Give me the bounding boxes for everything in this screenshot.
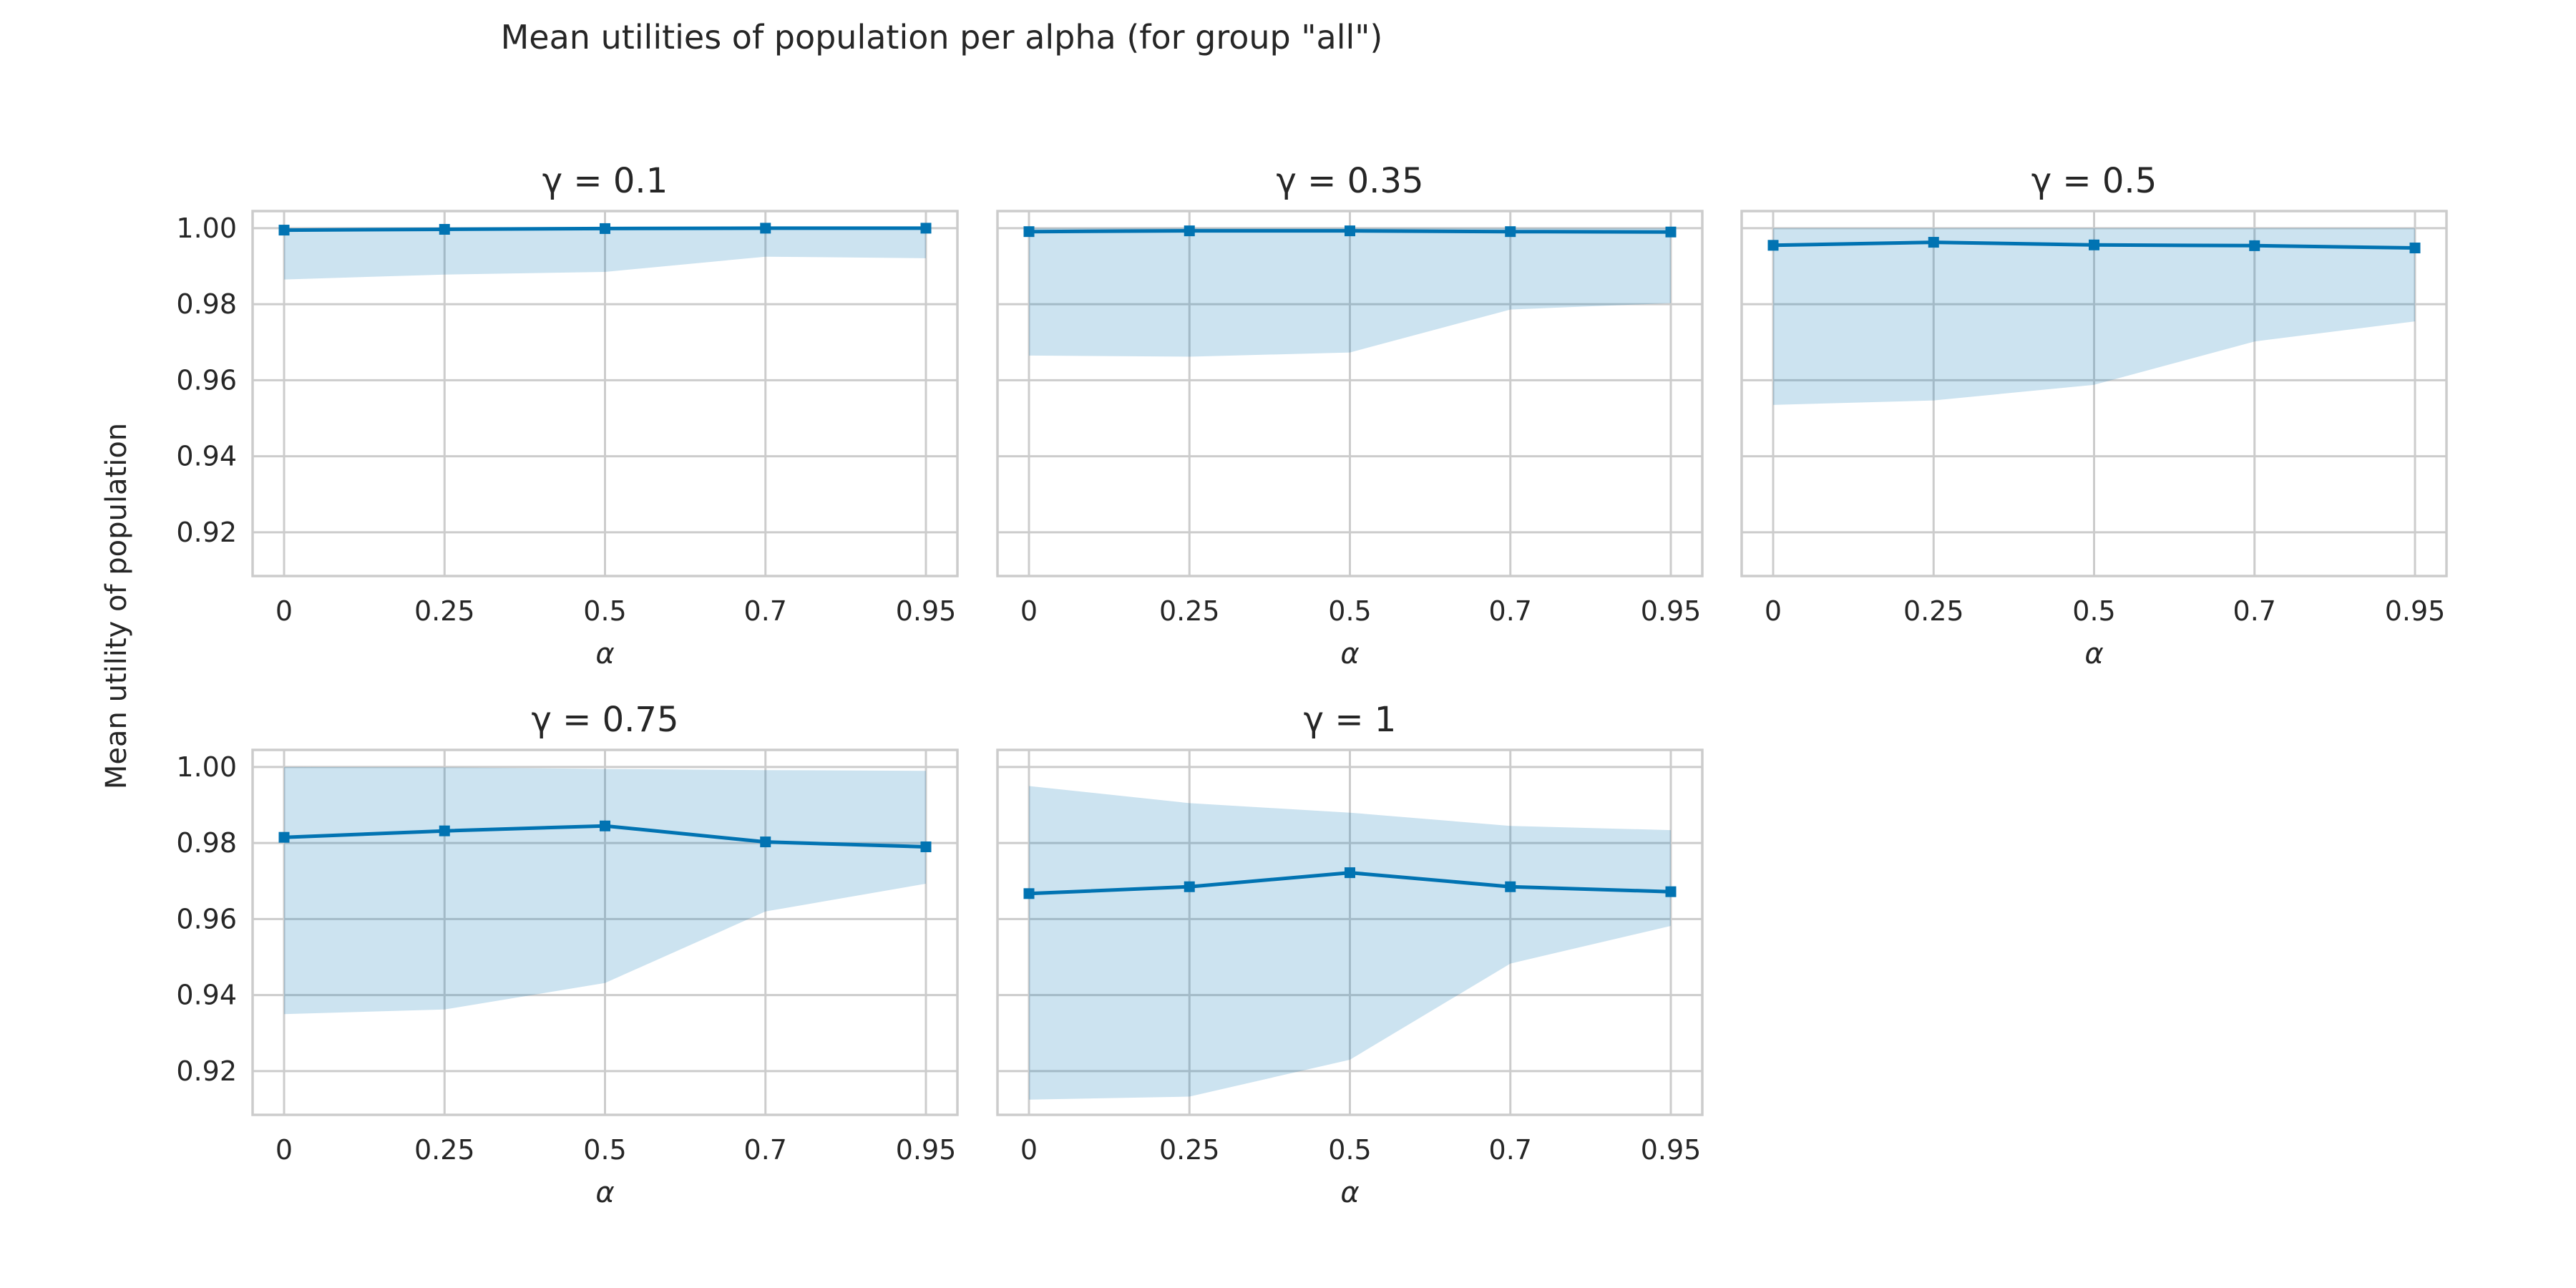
data-point (1023, 888, 1035, 899)
subplot-panel-3: γ = 0.5 0 0.25 0.5 0.7 0.95 α (1740, 161, 2448, 670)
subplot-grid: γ = 0.1 0.92 0.94 0.96 0.98 1.00 0 0.25 0.5 0.7 0.… (176, 161, 2448, 1209)
data-point (760, 836, 771, 848)
plot-frame (996, 210, 1704, 577)
confidence-band (1773, 228, 2415, 405)
x-tick-label: 0.7 (744, 595, 787, 627)
data-point (439, 825, 450, 836)
x-tick-label: 0.5 (1328, 1134, 1371, 1166)
x-tick-label: 0.25 (414, 1134, 475, 1166)
subplot-title: γ = 0.5 (2031, 161, 2157, 201)
confidence-band (1029, 786, 1671, 1100)
data-point (1665, 226, 1677, 238)
data-point (920, 223, 932, 234)
x-tick-label: 0.7 (1489, 595, 1532, 627)
subplot-title: γ = 0.1 (542, 161, 668, 201)
x-tick-label: 0 (1765, 595, 1782, 627)
y-axis-label: Mean utility of population (100, 423, 133, 789)
subplot-title: γ = 0.75 (531, 700, 678, 740)
data-point (600, 223, 610, 234)
plot-frame (251, 748, 959, 1116)
data-point (1665, 886, 1677, 897)
data-point (760, 223, 771, 234)
x-tick-label: 0.25 (1159, 1134, 1220, 1166)
data-point (920, 841, 932, 852)
x-tick-label: 0.5 (583, 1134, 626, 1166)
x-tick-label: 0.5 (2072, 595, 2115, 627)
confidence-band (284, 766, 926, 1015)
subplot-panel-4: γ = 0.75 0.92 0.94 0.96 0.98 1.00 0 0.25 0.5 0.7 0… (176, 700, 959, 1209)
data-point (1345, 867, 1355, 879)
x-axis-label: α (1340, 1176, 1359, 1209)
data-point (2089, 239, 2099, 250)
subplot-panel-2: γ = 0.35 0 0.25 0.5 0.7 0.95 α (996, 161, 1704, 670)
data-point (2249, 240, 2260, 251)
y-tick-label: 0.94 (176, 441, 237, 472)
plot-frame (251, 210, 959, 577)
x-tick-label: 0.95 (2385, 595, 2446, 627)
subplot-title: γ = 1 (1304, 700, 1397, 740)
y-tick-label: 1.00 (176, 213, 237, 244)
data-point (1505, 226, 1516, 238)
x-axis-label: α (1340, 638, 1359, 670)
x-tick-label: 0.25 (1903, 595, 1964, 627)
data-point (1505, 881, 1516, 892)
x-tick-label: 0.25 (414, 595, 475, 627)
data-point (1928, 237, 1939, 248)
confidence-band (284, 228, 926, 280)
subplot-panel-1: γ = 0.1 0.92 0.94 0.96 0.98 1.00 0 0.25 0.5 0.7 0.… (176, 161, 959, 670)
y-tick-label: 0.94 (176, 980, 237, 1011)
data-point (1184, 225, 1195, 237)
y-tick-label: 0.96 (176, 903, 237, 935)
x-tick-label: 0.95 (1641, 595, 1702, 627)
x-tick-label: 0.5 (1328, 595, 1371, 627)
x-tick-label: 0.7 (2233, 595, 2276, 627)
data-point (1767, 240, 1779, 251)
plot-frame (996, 748, 1704, 1116)
x-tick-label: 0.25 (1159, 595, 1220, 627)
x-tick-label: 0 (1020, 1134, 1038, 1166)
data-point (278, 225, 290, 236)
x-axis-label: α (595, 1176, 614, 1209)
data-point (600, 820, 610, 831)
y-tick-label: 0.92 (176, 517, 237, 548)
x-tick-label: 0.7 (744, 1134, 787, 1166)
y-tick-label: 0.98 (176, 827, 237, 859)
data-point (1023, 226, 1035, 238)
data-point (1345, 225, 1355, 237)
confidence-band (1029, 228, 1671, 357)
data-point (439, 224, 450, 235)
data-point (2409, 243, 2421, 254)
x-tick-label: 0.95 (1641, 1134, 1702, 1166)
x-axis-label: α (2084, 638, 2103, 670)
subplot-panel-5: γ = 1 0 0.25 0.5 0.7 0.95 α (996, 700, 1704, 1209)
x-tick-label: 0.5 (583, 595, 626, 627)
plot-frame (1740, 210, 2448, 577)
data-point (1184, 881, 1195, 892)
data-point (278, 831, 290, 843)
x-tick-label: 0.7 (1489, 1134, 1532, 1166)
y-tick-label: 1.00 (176, 751, 237, 783)
y-tick-label: 0.98 (176, 288, 237, 320)
subplot-title: γ = 0.35 (1276, 161, 1423, 201)
x-tick-label: 0 (275, 1134, 293, 1166)
x-axis-label: α (595, 638, 614, 670)
x-tick-label: 0 (275, 595, 293, 627)
x-tick-label: 0.95 (896, 1134, 957, 1166)
x-tick-label: 0 (1020, 595, 1038, 627)
x-tick-label: 0.95 (896, 595, 957, 627)
y-tick-label: 0.92 (176, 1055, 237, 1087)
figure-title: Mean utilities of population per alpha (… (501, 18, 1383, 57)
y-tick-label: 0.96 (176, 364, 237, 396)
